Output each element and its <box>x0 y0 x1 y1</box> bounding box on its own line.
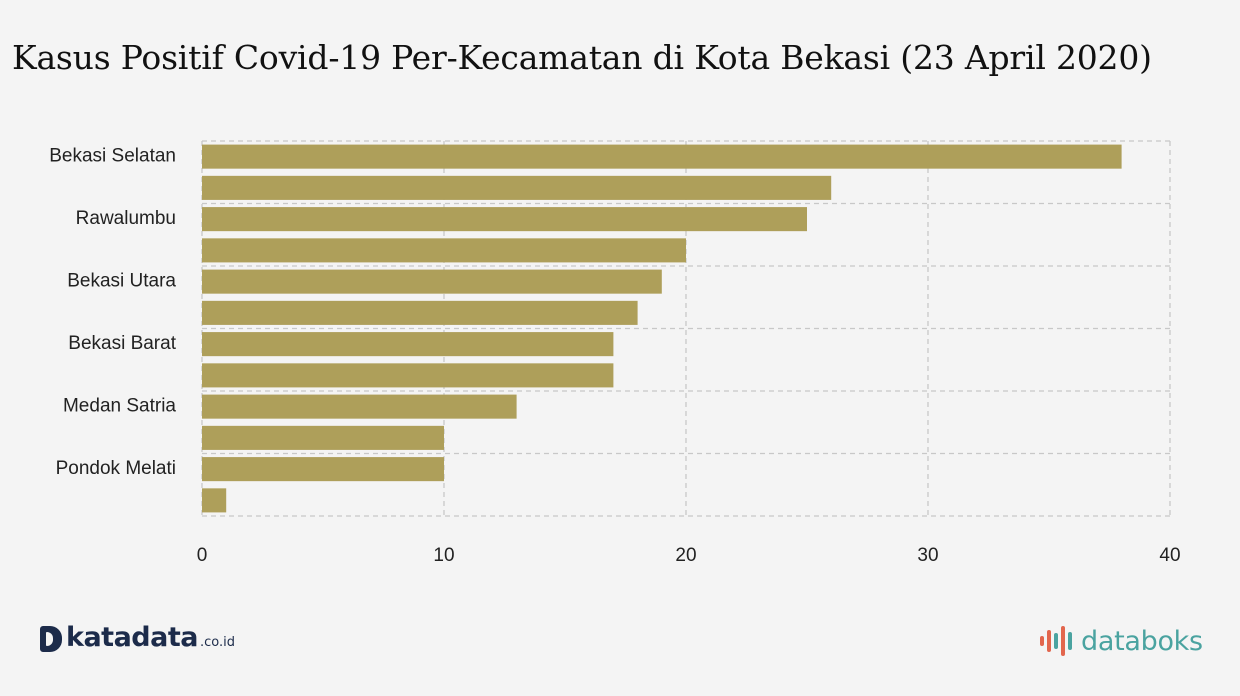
bar-7 <box>202 363 614 388</box>
databoks-wordmark: databoks <box>1081 625 1203 657</box>
category-label-2: Rawalumbu <box>76 208 176 229</box>
bar-3 <box>202 238 686 263</box>
category-label-10: Pondok Melati <box>56 458 176 479</box>
x-tick-label-0: 0 <box>197 545 208 566</box>
x-tick-label-1: 10 <box>433 545 454 566</box>
bar-10 <box>202 457 444 482</box>
category-label-4: Bekasi Utara <box>67 271 176 292</box>
katadata-mark-icon <box>40 626 62 652</box>
x-tick-label-2: 20 <box>675 545 696 566</box>
x-tick-label-4: 40 <box>1159 545 1180 566</box>
category-label-8: Medan Satria <box>63 396 176 417</box>
bar-1 <box>202 175 832 200</box>
category-label-0: Bekasi Selatan <box>49 146 176 167</box>
databoks-logo: databoks <box>1040 624 1203 658</box>
bar-5 <box>202 300 638 325</box>
bar-2 <box>202 207 807 232</box>
bar-6 <box>202 332 614 357</box>
katadata-domain-suffix: .co.id <box>199 635 235 650</box>
bar-4 <box>202 269 662 294</box>
katadata-wordmark: katadata <box>66 622 198 653</box>
chart-title: Kasus Positif Covid-19 Per-Kecamatan di … <box>12 38 1152 77</box>
bar-8 <box>202 394 517 419</box>
databoks-bars-icon <box>1040 624 1075 658</box>
bar-0 <box>202 144 1122 169</box>
category-label-6: Bekasi Barat <box>68 333 176 354</box>
katadata-logo: katadata .co.id <box>40 624 235 652</box>
bar-11 <box>202 488 227 513</box>
bar-9 <box>202 425 444 450</box>
x-tick-label-3: 30 <box>917 545 938 566</box>
